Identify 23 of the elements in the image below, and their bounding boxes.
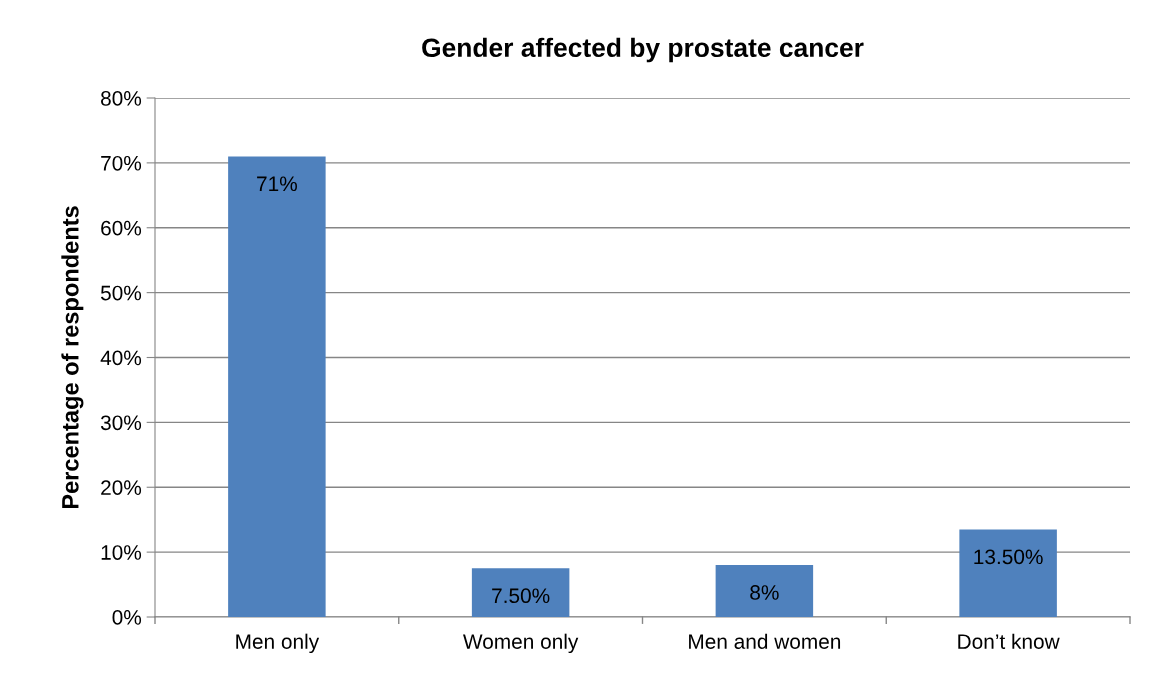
bar — [471, 568, 570, 617]
x-tick-label: Don’t know — [958, 633, 1060, 649]
y-tick-label: 50% — [100, 285, 142, 301]
y-tick-label: 60% — [101, 220, 142, 236]
data-label: 71% — [257, 176, 297, 192]
data-label: 7.50% — [492, 588, 550, 604]
y-tick-label: 40% — [100, 350, 142, 366]
bar — [715, 565, 814, 617]
y-tick-label: 20% — [101, 480, 142, 495]
x-tick-label: Men only — [236, 633, 320, 654]
y-tick-label: 10% — [101, 545, 142, 560]
y-tick-label: 70% — [101, 155, 142, 171]
y-tick-label: 0% — [112, 610, 142, 625]
y-tick-label: 30% — [100, 415, 142, 431]
x-tick-label: Women only — [463, 633, 579, 654]
x-tick-label: Men and women — [689, 633, 841, 649]
chart-title: Gender affected by prostate cancer — [422, 37, 864, 63]
bar — [959, 529, 1057, 617]
y-tick-label: 80% — [101, 91, 142, 106]
data-label: 8% — [750, 585, 779, 600]
bar — [228, 156, 326, 617]
data-label: 13.50% — [974, 549, 1043, 565]
y-axis-title: Percentage of respondents — [61, 206, 84, 509]
